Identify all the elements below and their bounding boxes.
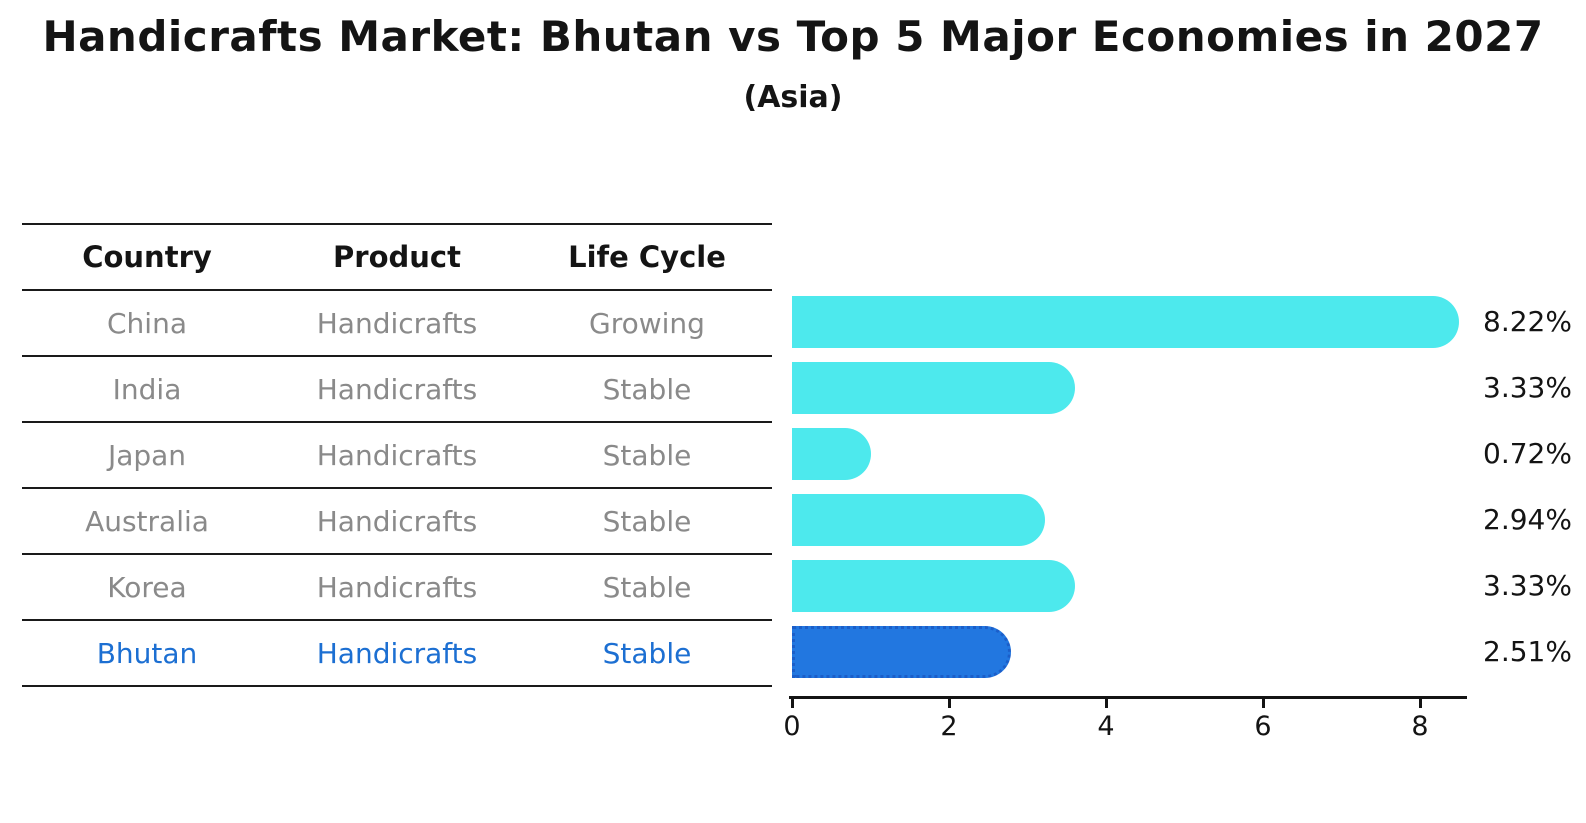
bar-china [792, 296, 1460, 348]
table-cell-product: Handicrafts [316, 306, 478, 340]
table-cell-product: Handicrafts [316, 504, 478, 538]
bar-korea [792, 560, 1076, 612]
column-header-product: Product [333, 240, 461, 274]
table-cell-country: Bhutan [96, 636, 198, 670]
x-axis-tick-label: 4 [1097, 711, 1115, 742]
table-cell-country: Australia [85, 504, 209, 538]
table-row: Korea Handicrafts Stable [22, 553, 772, 619]
table-cell-product: Handicrafts [316, 570, 478, 604]
x-axis-tick [1261, 699, 1265, 708]
x-axis-tick [947, 699, 951, 708]
table-header-row: Country Product Life Cycle [22, 223, 772, 289]
table-cell-country: Japan [107, 438, 187, 472]
x-axis-tick-label: 0 [783, 711, 801, 742]
bar-value-label: 3.33% [1483, 569, 1572, 602]
table-cell-country: Korea [107, 570, 187, 604]
bar-chart: 8.22% 3.33% 0.72% 2.94% 3.33% 2.51% 0 2 4 6 8 [783, 223, 1586, 783]
table-cell-product: Handicrafts [316, 372, 478, 406]
x-axis-tick-label: 6 [1254, 711, 1272, 742]
bar-value-label: 2.51% [1483, 635, 1572, 668]
table-cell-product: Handicrafts [316, 636, 478, 670]
bar-japan [792, 428, 871, 480]
x-axis-tick-label: 8 [1411, 711, 1429, 742]
table-cell-country: India [112, 372, 182, 406]
table-row: China Handicrafts Growing [22, 289, 772, 355]
table-row: Bhutan Handicrafts Stable [22, 619, 772, 687]
table-row: Japan Handicrafts Stable [22, 421, 772, 487]
table-cell-product: Handicrafts [316, 438, 478, 472]
bar-australia [792, 494, 1045, 546]
table-cell-life-cycle: Growing [589, 306, 705, 340]
bar-india [792, 362, 1076, 414]
column-header-life-cycle: Life Cycle [568, 240, 726, 274]
bar-value-label: 0.72% [1483, 437, 1572, 470]
comparison-table: Country Product Life Cycle China Handicra… [22, 223, 772, 687]
table-cell-life-cycle: Stable [602, 636, 692, 670]
x-axis-tick [791, 699, 794, 708]
column-header-country: Country [82, 240, 212, 274]
page-title: Handicrafts Market: Bhutan vs Top 5 Majo… [42, 12, 1544, 61]
bar-bhutan [792, 626, 1011, 678]
bar-value-label: 3.33% [1483, 371, 1572, 404]
bar-value-label: 2.94% [1483, 503, 1572, 536]
x-axis-tick [1104, 699, 1108, 708]
table-cell-life-cycle: Stable [602, 504, 692, 538]
x-axis-tick-label: 2 [940, 711, 958, 742]
x-axis [789, 696, 1467, 699]
table-cell-life-cycle: Stable [602, 372, 692, 406]
table-row: Australia Handicrafts Stable [22, 487, 772, 553]
table-cell-life-cycle: Stable [602, 438, 692, 472]
table-row: India Handicrafts Stable [22, 355, 772, 421]
x-axis-tick [1418, 699, 1422, 708]
page-subtitle: (Asia) [743, 80, 843, 115]
table-cell-life-cycle: Stable [602, 570, 692, 604]
table-cell-country: China [107, 306, 187, 340]
bar-value-label: 8.22% [1483, 305, 1572, 338]
